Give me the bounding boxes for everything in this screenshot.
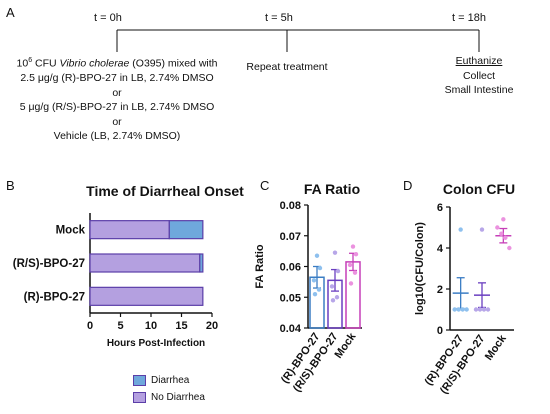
data-point xyxy=(347,262,353,268)
bar-diarrhea xyxy=(168,220,204,240)
data-point xyxy=(316,287,322,292)
data-point xyxy=(352,270,358,275)
data-point xyxy=(460,307,465,312)
category-label: (R)-BPO-27 xyxy=(24,291,85,303)
category-label: (R/S)-BPO-27 xyxy=(13,258,85,270)
data-point xyxy=(507,245,512,251)
y-tick-label: 0.06 xyxy=(280,262,301,274)
y-tick-label: 0 xyxy=(437,325,443,337)
organ-text: Small Intestine xyxy=(444,84,514,96)
treatment-line-6: Vehicle (LB, 2.74% DMSO) xyxy=(53,130,181,142)
x-tick-label: 15 xyxy=(175,320,187,332)
data-point xyxy=(479,227,485,232)
data-point xyxy=(501,217,506,222)
treatment-description: 106 CFU Vibrio cholerae (O395) mixed wit… xyxy=(0,54,234,144)
treatment-line-1: 106 CFU Vibrio cholerae (O395) mixed wit… xyxy=(16,57,218,70)
chart-d-title: Colon CFU xyxy=(442,181,516,197)
data-point xyxy=(348,281,354,286)
data-point xyxy=(452,307,457,312)
data-point xyxy=(311,278,317,283)
y-tick-label: 0.07 xyxy=(280,231,301,243)
data-point xyxy=(312,291,318,297)
legend-item-diarrhea: Diarrhea xyxy=(133,373,205,387)
data-point xyxy=(456,307,461,312)
x-tick-label: 5 xyxy=(117,320,123,332)
data-point xyxy=(503,235,508,240)
data-point xyxy=(332,250,338,255)
legend-label-diarrhea: Diarrhea xyxy=(151,374,190,386)
repeat-treatment-text: Repeat treatment xyxy=(246,61,328,73)
y-tick-label: 4 xyxy=(437,243,444,255)
data-point xyxy=(499,231,504,236)
treatment-or-2: or xyxy=(112,115,122,128)
category-label: Mock xyxy=(483,332,509,363)
y-tick-label: 6 xyxy=(437,202,443,214)
data-point xyxy=(495,225,500,230)
data-point xyxy=(458,227,463,232)
y-axis-title: log10(CFU/Colon) xyxy=(414,222,426,315)
data-point xyxy=(464,307,469,312)
x-tick-label: 0 xyxy=(87,320,93,332)
panel-a-label: A xyxy=(6,5,15,20)
data-point xyxy=(314,253,320,258)
euthanize-text: Euthanize xyxy=(455,55,503,67)
panel-c-label: C xyxy=(260,178,270,193)
data-point xyxy=(334,295,340,300)
data-point xyxy=(473,307,479,312)
treatment-or-1: or xyxy=(112,86,122,99)
data-point xyxy=(481,307,487,312)
y-tick-label: 2 xyxy=(437,284,443,296)
bar-no-diarrhea xyxy=(89,286,204,306)
legend-label-no-diarrhea: No Diarrhea xyxy=(151,391,205,403)
data-point xyxy=(335,268,341,274)
category-label: Mock xyxy=(56,225,86,237)
legend-item-no-diarrhea: No Diarrhea xyxy=(133,390,205,404)
y-tick-label: 0.05 xyxy=(280,292,301,304)
x-tick-label: 20 xyxy=(206,320,218,332)
treatment-line-2: 2.5 μg/g (R)-BPO-27 in LB, 2.74% DMSO xyxy=(20,72,214,84)
timeline-axis xyxy=(116,29,480,52)
y-tick-label: 0.04 xyxy=(280,323,302,335)
data-point xyxy=(477,307,483,312)
data-point xyxy=(350,244,356,249)
data-point xyxy=(317,265,323,271)
y-axis-title: FA Ratio xyxy=(254,244,266,288)
chart-c-title: FA Ratio xyxy=(303,181,361,197)
onset-legend: Diarrhea No Diarrhea xyxy=(133,373,205,404)
chart-b-title: Time of Diarrheal Onset xyxy=(86,183,244,199)
x-axis-title: Hours Post-Infection xyxy=(107,338,205,349)
endpoint-description: Euthanize Collect Small Intestine xyxy=(419,54,539,98)
bar-diarrhea xyxy=(199,253,204,273)
time-label-5h: t = 5h xyxy=(265,12,293,24)
data-point xyxy=(485,307,491,312)
treatment-line-4: 5 μg/g (R/S)-BPO-27 in LB, 2.74% DMSO xyxy=(19,101,215,113)
data-point xyxy=(329,284,335,289)
x-tick-label: 10 xyxy=(145,320,157,332)
legend-swatch-diarrhea xyxy=(133,374,146,386)
data-point xyxy=(353,252,359,257)
time-label-0h: t = 0h xyxy=(94,12,122,24)
panel-b-label: B xyxy=(6,178,15,193)
time-label-18h: t = 18h xyxy=(452,12,486,24)
data-point xyxy=(330,298,336,303)
y-tick-label: 0.08 xyxy=(280,200,301,212)
collect-text: Collect xyxy=(462,69,496,82)
panel-d-label: D xyxy=(403,178,413,193)
legend-swatch-no-diarrhea xyxy=(133,391,146,403)
